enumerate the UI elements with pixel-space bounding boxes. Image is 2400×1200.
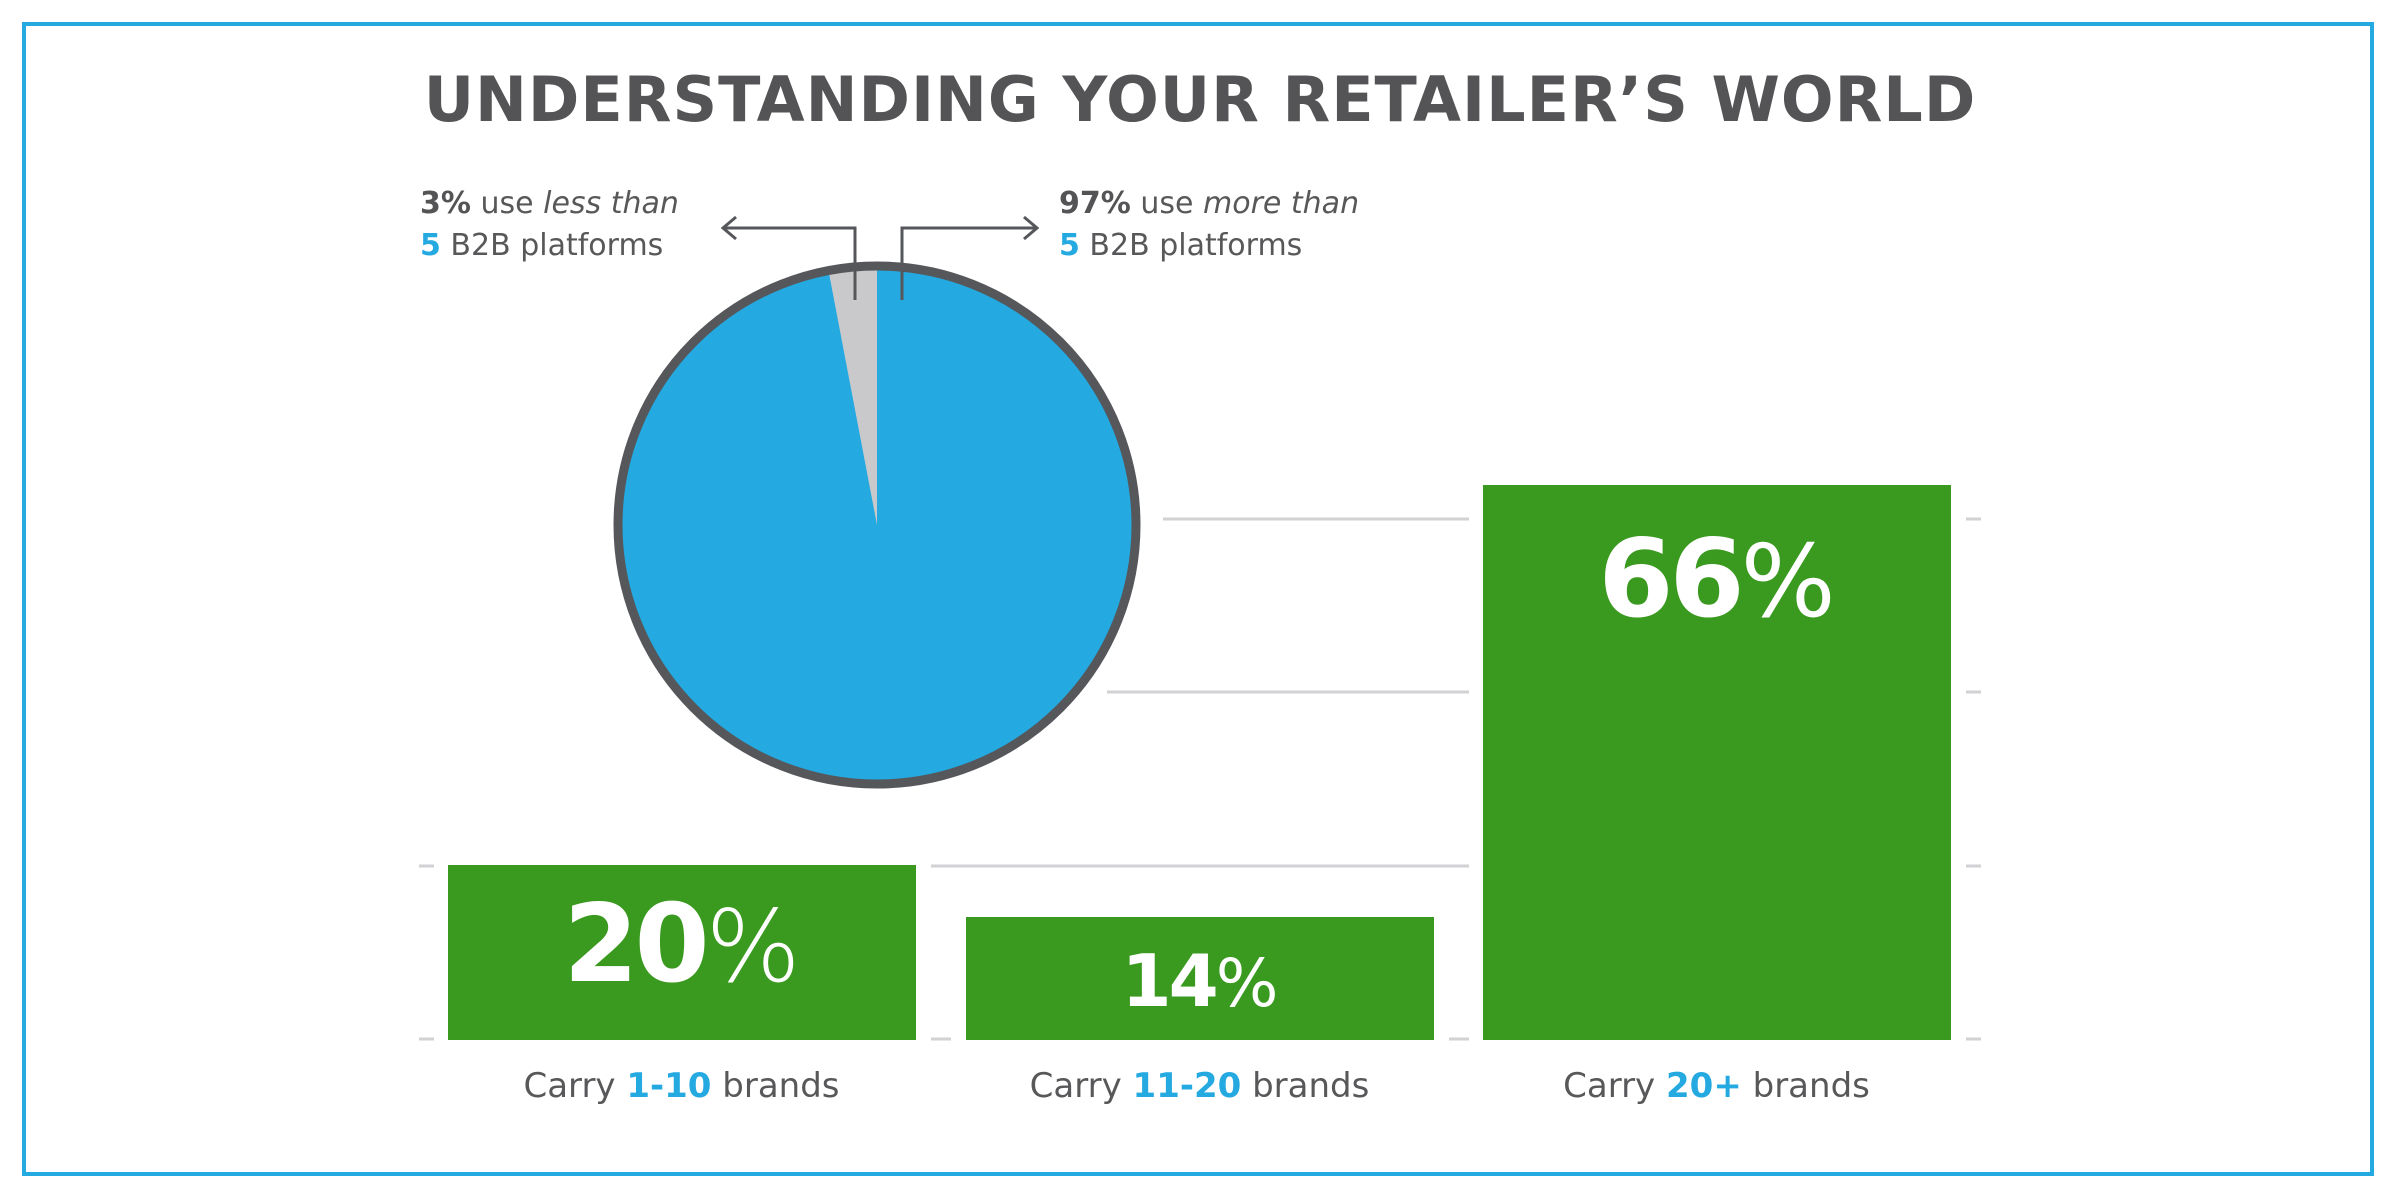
bar-1-10-brands	[448, 865, 916, 1040]
callout-text: use	[470, 186, 544, 221]
label-text: Carry	[1029, 1066, 1133, 1106]
bar-label-1: Carry 1-10 brands	[448, 1066, 915, 1106]
label-text: brands	[711, 1066, 840, 1106]
callout-text: B2B platforms	[1079, 228, 1303, 263]
label-accent: 11-20	[1132, 1066, 1242, 1106]
value-number: 14	[1121, 939, 1219, 1023]
percent-sign: %	[705, 888, 801, 1005]
gridlines	[419, 517, 1981, 1041]
value-number: 66	[1598, 517, 1744, 642]
callout-line-2: 5 B2B platforms	[420, 225, 679, 267]
bar-value-1: 20%	[448, 885, 916, 1007]
pie-chart	[613, 261, 1141, 789]
label-accent: 20+	[1666, 1066, 1742, 1106]
label-accent: 1-10	[626, 1066, 712, 1106]
bar-20plus-brands	[1483, 485, 1951, 1040]
page-title: UNDERSTANDING YOUR RETAILER’S WORLD	[423, 63, 1977, 136]
callout-percent: 3%	[420, 186, 471, 221]
right-arrow-icon	[900, 226, 1036, 300]
chart-frame	[22, 22, 2374, 1176]
callout-line-2: 5 B2B platforms	[1059, 225, 1359, 267]
label-text: Carry	[1563, 1066, 1666, 1106]
callout-percent: 97%	[1059, 186, 1131, 221]
callout-accent-number: 5	[1059, 228, 1080, 263]
left-arrow-icon	[724, 226, 857, 300]
callout-emphasis: more than	[1203, 186, 1360, 221]
percent-sign: %	[1740, 523, 1836, 640]
value-number: 20	[563, 882, 709, 1007]
callout-text: B2B platforms	[440, 228, 664, 263]
pie-slice-minor	[828, 266, 877, 525]
callout-more-than-5: 97% use more than 5 B2B platforms	[1059, 183, 1359, 267]
callout-emphasis: less than	[543, 186, 679, 221]
callout-accent-number: 5	[420, 228, 441, 263]
label-text: Carry	[523, 1066, 627, 1106]
callout-less-than-5: 3% use less than 5 B2B platforms	[420, 183, 679, 267]
callout-connectors	[720, 215, 1040, 300]
label-text: brands	[1241, 1066, 1370, 1106]
callout-text: use	[1130, 186, 1203, 221]
label-text: brands	[1741, 1066, 1870, 1106]
callout-line-1: 3% use less than	[420, 183, 679, 225]
callout-line-1: 97% use more than	[1059, 183, 1359, 225]
bar-value-3: 66%	[1483, 520, 1951, 642]
bar-value-2: 14%	[966, 940, 1434, 1025]
bar-label-3: Carry 20+ brands	[1483, 1066, 1950, 1106]
percent-sign: %	[1215, 945, 1279, 1022]
bar-11-20-brands	[966, 917, 1434, 1040]
bar-label-2: Carry 11-20 brands	[966, 1066, 1433, 1106]
